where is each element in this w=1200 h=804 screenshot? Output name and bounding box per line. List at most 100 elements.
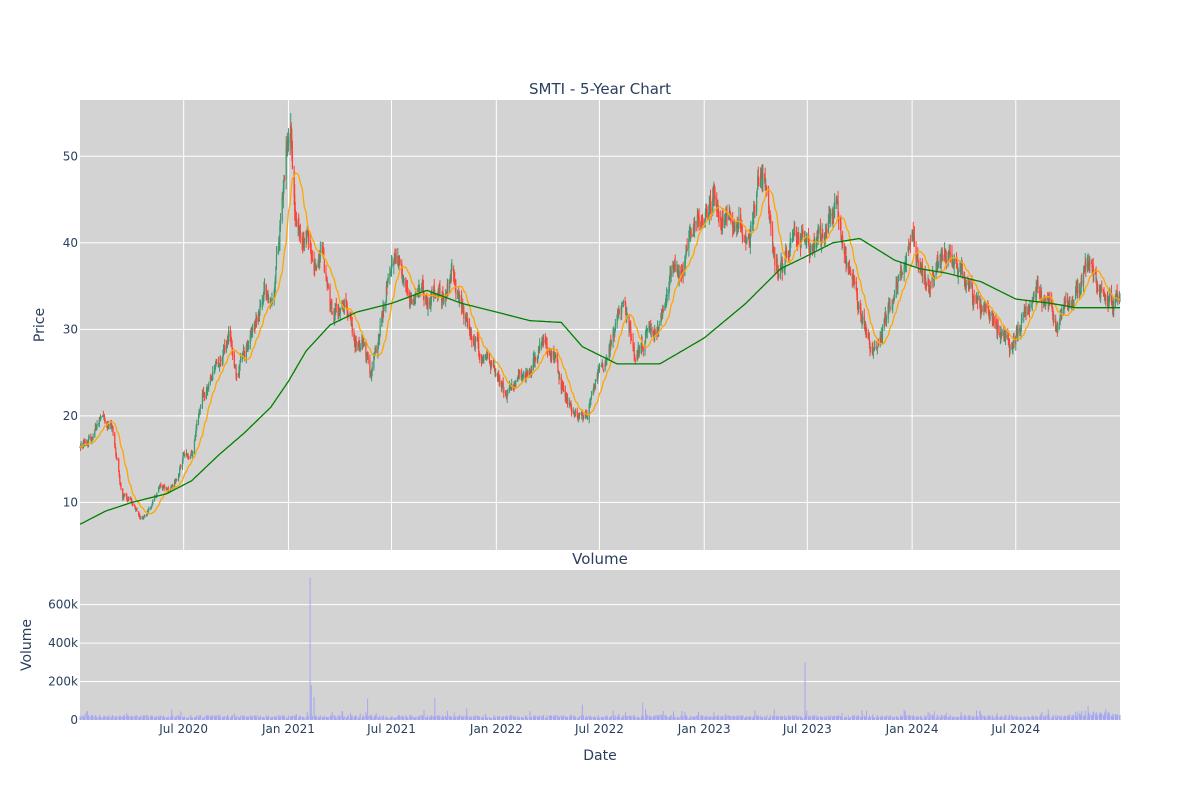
volume-bar xyxy=(391,716,393,720)
candle-body xyxy=(1064,302,1066,304)
candle-body xyxy=(327,286,329,288)
candle-body xyxy=(622,301,624,304)
volume-bar xyxy=(401,717,403,720)
volume-bar xyxy=(486,718,488,720)
candle-body xyxy=(507,390,509,395)
volume-bar xyxy=(602,717,604,720)
volume-bar xyxy=(208,716,210,720)
volume-bar xyxy=(677,718,679,720)
candle-body xyxy=(601,366,603,368)
volume-bar xyxy=(597,715,599,720)
candle-body xyxy=(505,393,507,395)
volume-bar xyxy=(270,718,272,720)
volume-bar xyxy=(387,717,389,720)
volume-bar xyxy=(136,715,138,720)
candle-body xyxy=(381,315,383,327)
volume-bar xyxy=(817,717,819,720)
volume-bar xyxy=(413,716,415,720)
volume-bar xyxy=(805,716,807,720)
volume-bar xyxy=(800,716,802,720)
volume-bar xyxy=(705,715,707,720)
volume-bar xyxy=(146,715,148,720)
volume-bar xyxy=(238,717,240,720)
volume-bar xyxy=(709,716,711,720)
volume-bar xyxy=(1028,718,1030,720)
candle-body xyxy=(940,252,942,266)
volume-bar xyxy=(911,716,913,720)
candle-body xyxy=(665,300,667,304)
volume-bar xyxy=(1025,718,1027,720)
candle-body xyxy=(202,391,205,395)
volume-bar xyxy=(672,711,674,720)
volume-bar xyxy=(1001,715,1003,720)
candle-body xyxy=(553,351,555,358)
volume-bar xyxy=(186,718,188,720)
candle-body xyxy=(1052,314,1054,323)
volume-bar xyxy=(940,718,942,720)
candle-body xyxy=(928,280,930,286)
volume-bar xyxy=(905,718,907,720)
volume-bar xyxy=(692,717,694,720)
candle-body xyxy=(267,291,269,301)
volume-bar xyxy=(542,715,544,720)
candle-body xyxy=(696,222,698,224)
candle-body xyxy=(549,351,552,356)
volume-bar xyxy=(673,715,675,720)
volume-bar xyxy=(967,716,969,720)
volume-bar xyxy=(804,662,806,720)
volume-bar xyxy=(530,717,532,720)
volume-bar xyxy=(450,715,452,720)
volume-bar xyxy=(959,717,961,720)
candle-body xyxy=(578,413,581,415)
volume-bar xyxy=(808,717,810,720)
volume-bar xyxy=(271,716,273,720)
candle-body xyxy=(399,259,401,263)
volume-bar xyxy=(126,716,128,720)
volume-bar xyxy=(969,715,971,720)
volume-bar xyxy=(286,718,288,720)
candle-body xyxy=(491,363,493,365)
candle-body xyxy=(1108,302,1110,305)
volume-bar xyxy=(445,717,447,720)
candle-body xyxy=(953,264,955,268)
candle-body xyxy=(741,225,743,233)
candle-body xyxy=(136,508,138,511)
volume-bar xyxy=(989,717,991,720)
volume-bar xyxy=(532,716,534,720)
volume-bar xyxy=(453,712,455,720)
candle-body xyxy=(1057,325,1059,330)
candle-body xyxy=(473,340,475,346)
candle-body xyxy=(195,433,197,437)
candle-body xyxy=(1051,306,1053,311)
volume-bar xyxy=(912,717,914,720)
volume-bar xyxy=(1085,714,1087,720)
candle-body xyxy=(773,246,775,254)
volume-bar xyxy=(122,716,124,720)
volume-bar xyxy=(702,715,704,720)
volume-bar xyxy=(872,714,874,720)
candle-body xyxy=(126,494,128,499)
candle-body xyxy=(238,364,241,373)
candle-body xyxy=(1072,304,1074,308)
volume-bar xyxy=(957,716,959,720)
candle-body xyxy=(593,387,595,389)
volume-y-axis-label: Volume xyxy=(19,619,35,671)
volume-bar xyxy=(833,716,835,720)
volume-bar xyxy=(670,715,672,720)
volume-bar xyxy=(864,716,866,720)
candle-body xyxy=(116,459,118,461)
volume-bar xyxy=(1091,716,1093,720)
volume-bar xyxy=(531,716,533,720)
candle-body xyxy=(484,354,487,356)
volume-bar xyxy=(601,716,603,720)
volume-bar xyxy=(945,715,947,720)
candle-body xyxy=(784,258,786,269)
candle-body xyxy=(206,389,208,392)
candle-body xyxy=(390,263,393,269)
volume-bar xyxy=(790,717,792,720)
volume-bar xyxy=(629,715,631,720)
candle-body xyxy=(668,277,671,291)
volume-bar xyxy=(780,716,782,720)
volume-bar xyxy=(1108,712,1110,720)
candle-body xyxy=(969,286,971,289)
